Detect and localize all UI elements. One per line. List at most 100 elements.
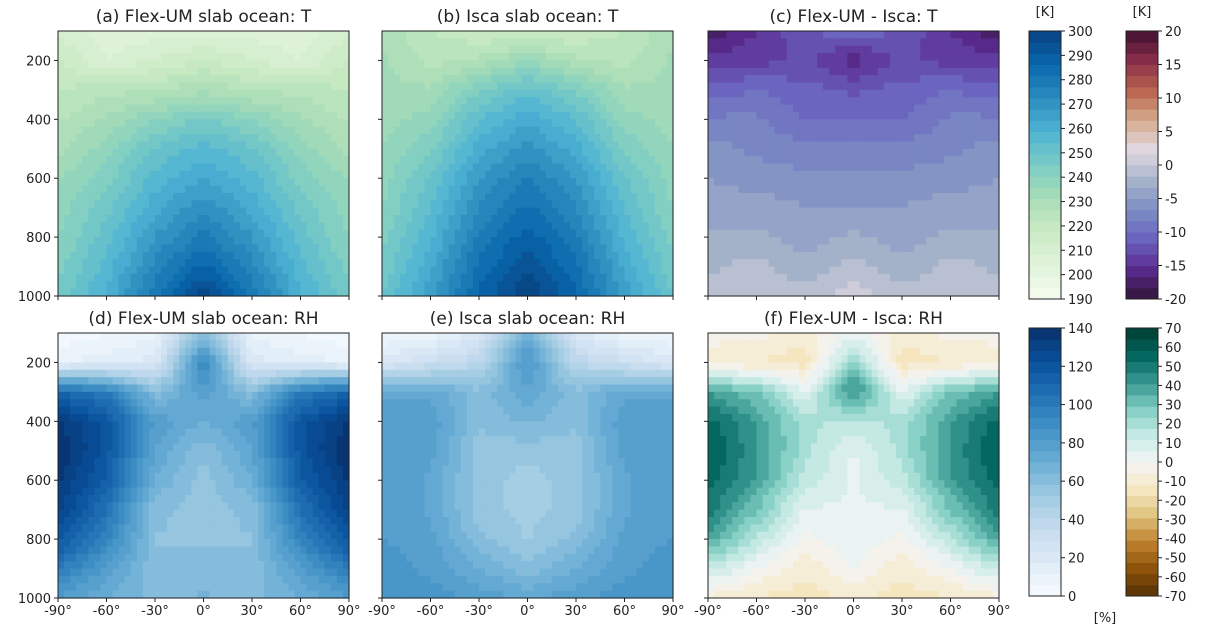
heatmap-cell xyxy=(112,134,120,143)
heatmap-cell xyxy=(576,67,583,76)
heatmap-cell xyxy=(835,45,842,54)
heatmap-cell xyxy=(497,75,504,84)
heatmap-cell xyxy=(191,134,199,143)
heatmap-cell xyxy=(811,237,818,246)
heatmap-cell xyxy=(654,207,662,216)
heatmap-cell xyxy=(792,259,800,268)
heatmap-cell xyxy=(306,288,314,297)
heatmap-cell xyxy=(817,200,824,209)
heatmap-cell xyxy=(732,82,739,91)
heatmap-cell xyxy=(406,200,413,209)
heatmap-cell xyxy=(100,60,108,69)
heatmap-cell xyxy=(430,134,438,143)
heatmap-cell xyxy=(606,288,613,297)
heatmap-cell xyxy=(714,229,721,238)
heatmap-cell xyxy=(780,229,788,238)
heatmap-cell xyxy=(557,222,565,231)
heatmap-cell xyxy=(312,222,320,231)
heatmap-cell xyxy=(227,192,235,201)
heatmap-cell xyxy=(666,185,674,194)
heatmap-cell xyxy=(491,126,498,135)
heatmap-cell xyxy=(472,82,480,91)
heatmap-cell xyxy=(209,31,217,39)
heatmap-cell xyxy=(497,215,504,223)
heatmap-cell xyxy=(859,200,867,209)
heatmap-cell xyxy=(798,237,806,246)
heatmap-cell xyxy=(215,119,223,128)
heatmap-cell xyxy=(270,97,277,106)
heatmap-cell xyxy=(448,229,456,238)
heatmap-cell xyxy=(859,178,867,187)
heatmap-cell xyxy=(454,185,462,194)
heatmap-cell xyxy=(805,89,812,98)
heatmap-cell xyxy=(600,178,607,187)
heatmap-cell xyxy=(636,45,644,54)
heatmap-cell xyxy=(503,82,510,91)
heatmap-cell xyxy=(938,200,946,209)
heatmap-cell xyxy=(545,67,553,76)
heatmap-cell xyxy=(588,60,595,69)
heatmap-cell xyxy=(503,200,510,209)
heatmap-cell xyxy=(582,200,589,209)
heatmap-cell xyxy=(756,67,764,76)
heatmap-cell xyxy=(708,53,715,62)
heatmap-cell xyxy=(835,237,842,246)
heatmap-cell xyxy=(527,185,535,194)
heatmap-cell xyxy=(726,31,733,39)
heatmap-cell xyxy=(436,266,444,275)
heatmap-cell xyxy=(497,229,504,238)
heatmap-cell xyxy=(503,104,510,113)
heatmap-cell xyxy=(792,244,800,253)
heatmap-cell xyxy=(829,119,836,128)
heatmap-cell xyxy=(786,89,794,98)
heatmap-cell xyxy=(400,67,407,76)
heatmap-cell xyxy=(336,229,344,238)
heatmap-cell xyxy=(300,244,308,253)
heatmap-cell xyxy=(841,126,849,135)
heatmap-cell xyxy=(938,170,946,179)
heatmap-cell xyxy=(142,134,150,143)
heatmap-cell xyxy=(660,38,668,47)
heatmap-cell xyxy=(666,215,674,223)
heatmap-cell xyxy=(786,178,794,187)
heatmap-cell xyxy=(448,273,456,282)
heatmap-cell xyxy=(563,192,571,201)
heatmap-cell xyxy=(394,222,401,231)
heatmap-cell xyxy=(569,178,577,187)
heatmap-cell xyxy=(282,281,289,290)
heatmap-cell xyxy=(124,75,132,84)
heatmap-cell xyxy=(642,111,650,120)
heatmap-cell xyxy=(288,126,296,135)
heatmap-cell xyxy=(805,170,812,179)
heatmap-cell xyxy=(130,178,138,187)
heatmap-cell xyxy=(624,75,632,84)
heatmap-cell xyxy=(497,60,504,69)
heatmap-cell xyxy=(100,163,108,172)
heatmap-cell xyxy=(503,215,510,223)
heatmap-cell xyxy=(318,281,326,290)
heatmap-cell xyxy=(666,89,674,98)
heatmap-cell xyxy=(588,207,595,216)
heatmap-cell xyxy=(823,97,830,106)
heatmap-cell xyxy=(227,244,235,253)
heatmap-cell xyxy=(485,141,492,150)
heatmap-cell xyxy=(726,82,733,91)
heatmap-cell xyxy=(252,273,259,282)
heatmap-cell xyxy=(454,192,462,201)
heatmap-cell xyxy=(491,244,498,253)
heatmap-cell xyxy=(209,82,217,91)
heatmap-cell xyxy=(527,229,535,238)
heatmap-cell xyxy=(533,259,541,268)
heatmap-cell xyxy=(136,38,144,47)
heatmap-cell xyxy=(185,45,192,54)
heatmap-cell xyxy=(130,163,138,172)
heatmap-cell xyxy=(106,273,114,282)
heatmap-cell xyxy=(654,141,662,150)
heatmap-cell xyxy=(895,222,903,231)
heatmap-cell xyxy=(479,156,486,165)
heatmap-cell xyxy=(155,75,162,84)
heatmap-cell xyxy=(197,281,205,290)
heatmap-cell xyxy=(588,288,595,297)
heatmap-cell xyxy=(841,222,849,231)
heatmap-cell xyxy=(883,53,891,62)
